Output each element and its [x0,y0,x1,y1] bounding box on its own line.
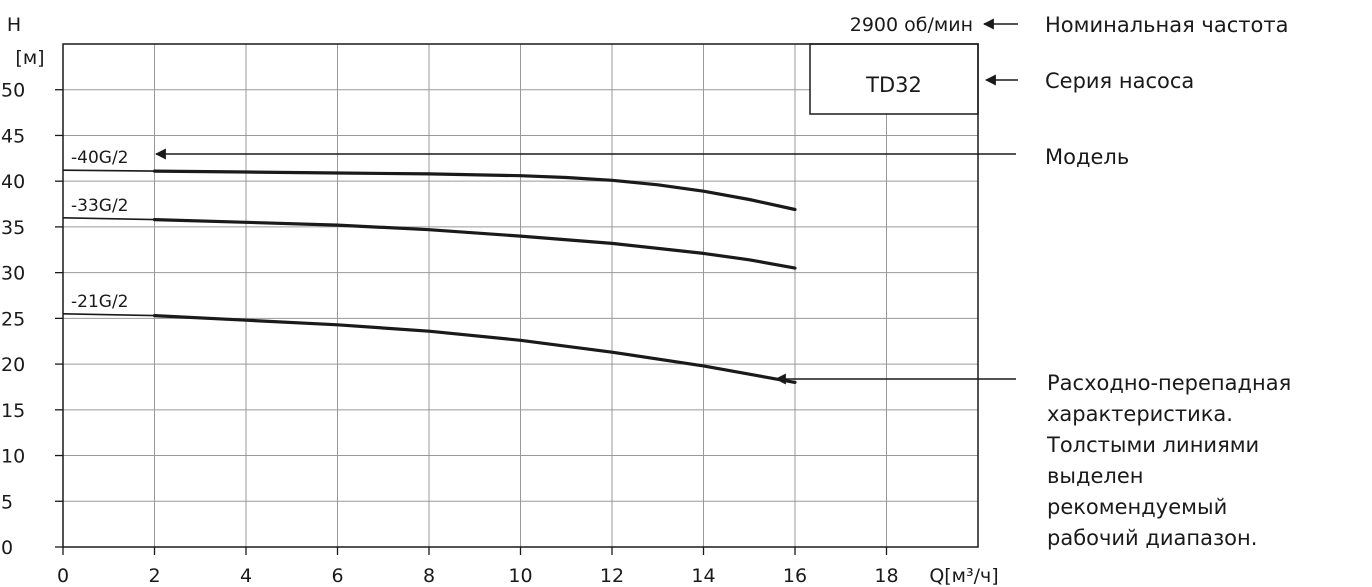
y-tick-label: 10 [1,446,25,468]
axis-tick-labels: 0 2 4 6 8 10 12 14 16 18 0 5 10 15 20 25 30 35 40 45 50 [1,80,899,587]
y-axis-title: H [7,14,21,36]
model-note: Модель [1045,145,1129,169]
x-tick-label: 18 [874,565,898,587]
series-badge-text: TD32 [865,73,922,97]
series-line-thin [62,313,155,317]
y-tick-label: 30 [1,263,25,285]
series-line [152,314,797,384]
y-tick-label: 5 [1,491,13,513]
speed-label: 2900 об/мин [850,14,973,36]
plot-frame [62,43,979,548]
y-tick-label: 45 [1,125,25,147]
series-label: -40G/2 [71,148,128,168]
curve-note-line: рекомендуемый [1047,495,1227,519]
x-tick-label: 10 [508,565,532,587]
series-line [152,218,797,270]
curve-note: Расходно-перепадная характеристика. Толс… [1046,371,1291,550]
pump-series-note: Серия насоса [1045,69,1194,93]
series-line-thin [62,217,155,221]
x-tick-label: 4 [240,565,252,587]
y-tick-label: 20 [1,354,25,376]
x-axis-title: Q[м³/ч] [929,565,998,587]
x-tick-label: 12 [600,565,624,587]
series-label: -21G/2 [71,292,128,312]
x-tick-label: 2 [148,565,160,587]
y-tick-label: 40 [1,171,25,193]
y-tick-label: 25 [1,308,25,330]
x-tick-label: 16 [783,565,807,587]
x-tick-label: 8 [423,565,435,587]
x-tick-label: 0 [57,565,69,587]
y-tick-label: 35 [1,217,25,239]
series-line [152,169,797,212]
curve-note-line: Толстыми линиями [1046,433,1259,457]
curve-note-line: характеристика. [1047,402,1233,426]
series-line-thin [62,169,155,172]
y-tick-label: 0 [1,537,13,559]
y-tick-label: 15 [1,400,25,422]
curve-note-line: рабочий диапазон. [1047,526,1257,550]
curve-note-line: Расходно-перепадная [1047,371,1291,395]
y-tick-label: 50 [1,80,25,102]
series-lines [62,169,797,384]
series-labels: -40G/2 -33G/2 -21G/2 [71,148,128,312]
nominal-speed-note: Номинальная частота [1045,13,1288,37]
curve-note-line: выделен [1047,464,1143,488]
axis-ticks [55,89,888,555]
series-label: -33G/2 [71,196,128,216]
series-badge-box [809,43,979,115]
x-tick-label: 6 [331,565,343,587]
y-axis-unit: [м] [15,47,44,69]
chart-grid [63,44,978,547]
x-tick-label: 14 [691,565,715,587]
